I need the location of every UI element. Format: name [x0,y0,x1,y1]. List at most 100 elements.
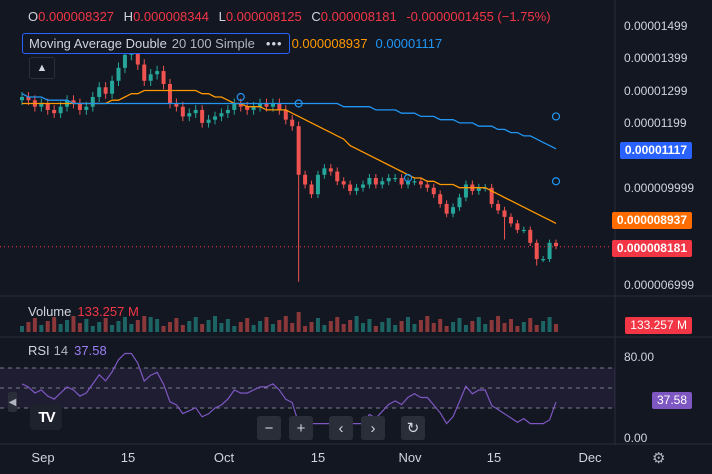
zoom-in-button[interactable]: + [289,416,313,440]
volume-bar [515,326,520,332]
low-value: 0.000008125 [225,9,302,24]
volume-bar [354,316,359,332]
candle-body [45,103,50,110]
candle-body [541,259,546,261]
candle-body [219,113,224,117]
tradingview-logo: TV [30,404,62,430]
zoom-out-button[interactable]: − [257,416,281,440]
volume-label: Volume [28,304,72,319]
volume-bar [541,321,546,332]
volume-bar [444,326,449,332]
candle-body [296,126,301,175]
price-tick: 0.00001199 [624,116,687,131]
volume-bar [438,319,443,332]
volume-bar [463,325,468,332]
candle-body [406,181,411,185]
candle-body [521,229,526,232]
volume-bar [328,321,333,332]
volume-bar [457,318,462,332]
volume-bar [84,319,89,332]
indicator-legend[interactable]: Moving Average Double 20 100 Simple ••• … [22,32,442,54]
chevron-left-icon[interactable]: ◀ [8,392,17,412]
candle-body [90,96,95,107]
ma-long-line [21,93,557,150]
candle-body [97,87,102,97]
candle-body [451,207,456,214]
volume-bar [251,325,256,332]
volume-badge: 133.257 M [625,317,692,334]
volume-bar [65,320,70,332]
volume-bar [200,324,205,332]
reset-chart-button[interactable]: ↻ [401,416,425,440]
close-value: 0.000008181 [320,9,397,24]
volume-bar [258,321,263,332]
volume-bar [399,321,404,332]
indicator-title-box[interactable]: Moving Average Double 20 100 Simple ••• [22,32,290,54]
volume-bar [470,321,475,332]
candle-body [463,184,468,198]
scroll-right-button[interactable]: › [361,416,385,440]
volume-bar [476,317,481,332]
candle-body [283,109,288,120]
candle-body [167,84,172,104]
volume-bar [277,320,282,332]
candle-body [373,178,378,185]
gear-icon[interactable]: ⚙ [652,450,666,467]
candle-body [386,178,391,182]
candle-body [270,103,275,107]
volume-bar [187,321,192,332]
candle-body [431,187,436,195]
candle-body [309,184,314,195]
candle-body [180,106,185,117]
scroll-left-button[interactable]: ‹ [329,416,353,440]
candle-body [206,119,211,123]
candle-body [508,216,513,224]
price-change: -0.0000001455 (−1.75%) [406,9,551,24]
volume-bar [335,317,340,332]
volume-bar [174,318,179,332]
candle-body [155,71,160,75]
volume-bar [206,320,211,332]
candle-body [502,210,507,217]
volume-legend: Volume 133.257 M [28,304,139,319]
open-value: 0.000008327 [38,9,115,24]
candle-body [328,168,333,172]
volume-bar [483,324,488,332]
volume-bar [290,323,295,332]
candle-body [489,187,494,204]
volume-bar [103,318,108,332]
volume-bar [213,316,218,332]
chevron-up-icon[interactable]: ▲ [29,57,55,79]
candle-body [412,181,417,183]
volume-bar [45,321,50,332]
candle-body [393,178,398,180]
volume-bar [367,319,372,332]
volume-bar [496,316,501,332]
volume-bar [360,323,365,332]
candle-body [444,203,449,214]
volume-bar [283,316,288,332]
candle-body [103,87,108,94]
volume-bar [431,323,436,332]
volume-bar [270,324,275,332]
candle-body [534,242,539,260]
volume-bar [167,322,172,332]
more-dots-icon[interactable]: ••• [265,35,283,51]
candle-body [264,103,269,107]
open-label: O [28,9,39,24]
ma-cross-marker [551,112,561,121]
candle-body [476,187,481,191]
price-tick: 0.000006999 [624,278,695,292]
candle-body [457,197,462,208]
price-tick: 0.000009999 [624,180,695,195]
volume-bar [245,318,250,332]
time-tick: Nov [398,450,422,465]
indicator-name[interactable]: Moving Average Double [29,35,167,51]
volume-bar [97,322,102,332]
volume-bar [380,322,385,332]
close-label: C [311,9,321,24]
volume-bar [39,325,44,332]
time-tick: 15 [486,450,502,465]
volume-bar [26,322,31,332]
